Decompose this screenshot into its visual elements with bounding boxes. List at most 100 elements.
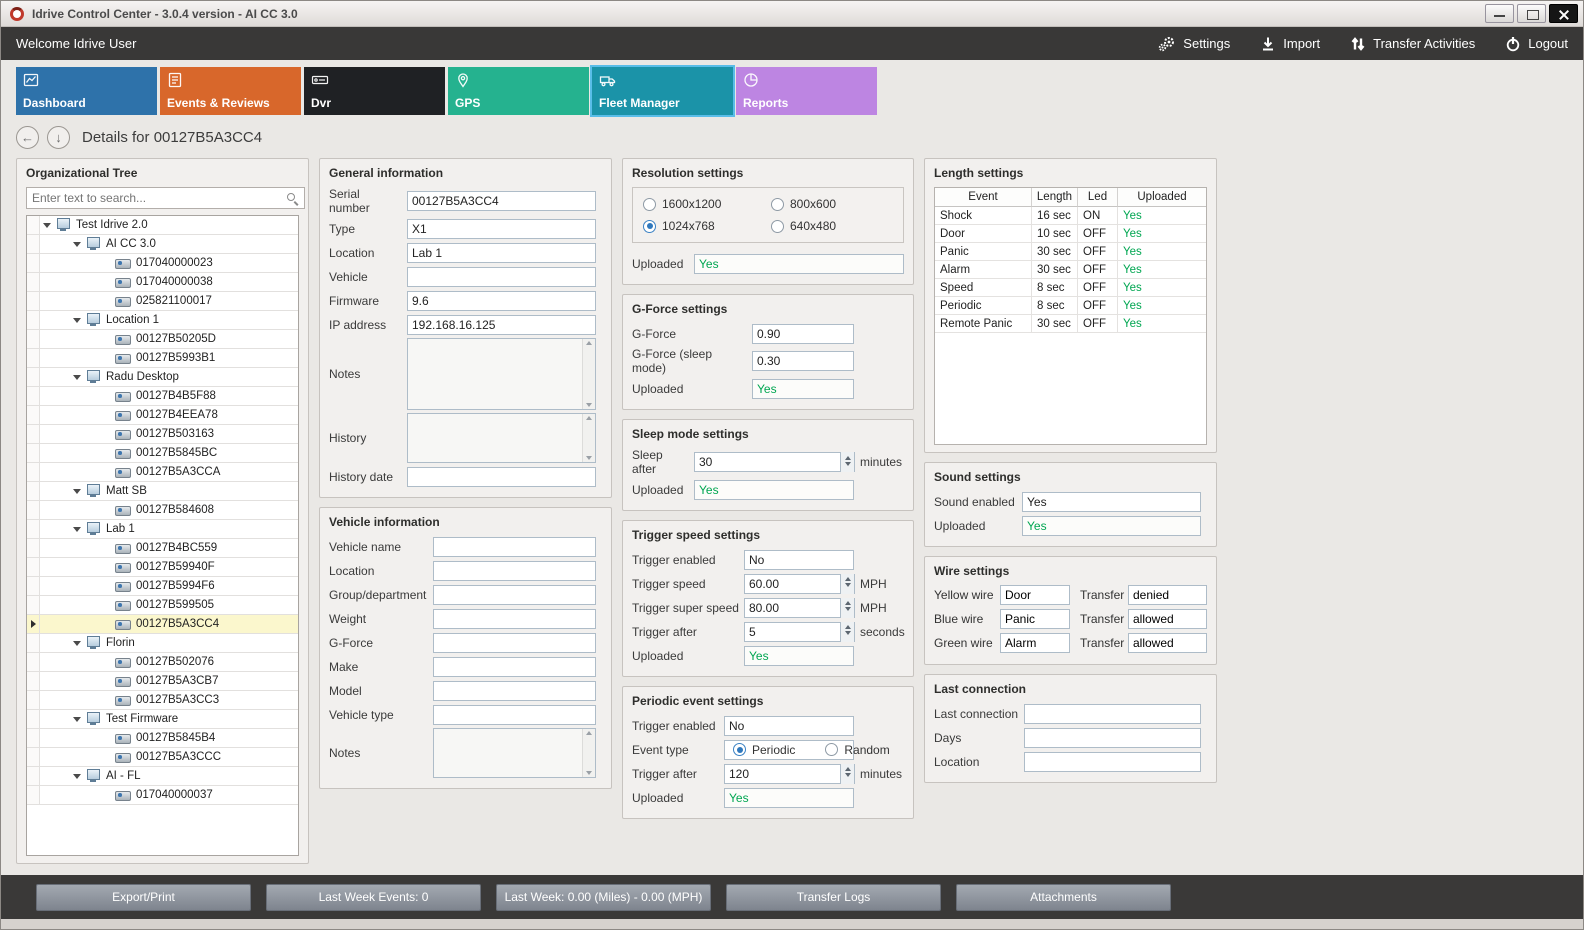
field-input[interactable] (1022, 515, 1201, 536)
settings-button[interactable]: Settings (1158, 35, 1230, 53)
field-input[interactable] (433, 608, 596, 629)
tree-item[interactable]: Location 1 (27, 311, 298, 330)
field-input[interactable] (433, 560, 596, 581)
spinner-buttons[interactable] (840, 597, 854, 618)
footer-button[interactable]: Last Week: 0.00 (Miles) - 0.00 (MPH) (496, 883, 711, 911)
field-memo[interactable] (407, 338, 596, 410)
tab-dvr[interactable]: Dvr (304, 67, 445, 115)
tree-item[interactable]: 00127B5A3CCA (27, 463, 298, 482)
wire-event-input[interactable] (1000, 609, 1070, 629)
expand-arrow-icon[interactable] (40, 223, 53, 228)
wire-transfer-input[interactable] (1128, 633, 1207, 653)
field-input[interactable] (407, 191, 596, 211)
footer-button[interactable]: Attachments (956, 883, 1171, 911)
tree-item[interactable]: 00127B599505 (27, 596, 298, 615)
tab-dashboard[interactable]: Dashboard (16, 67, 157, 115)
tree-item[interactable]: 00127B4B5F88 (27, 387, 298, 406)
memo-scrollbar[interactable] (582, 729, 595, 777)
field-input[interactable] (433, 704, 596, 725)
wire-event-input[interactable] (1000, 585, 1070, 605)
minimize-button[interactable] (1485, 4, 1514, 23)
field-input[interactable] (1022, 491, 1201, 512)
search-icon[interactable] (285, 191, 299, 205)
table-row[interactable]: Periodic 8 sec OFF Yes (935, 297, 1206, 315)
expand-arrow-icon[interactable] (70, 527, 83, 532)
field-input[interactable] (433, 680, 596, 701)
field-input[interactable] (744, 645, 854, 666)
field-input[interactable] (1024, 727, 1201, 748)
field-memo[interactable] (433, 728, 596, 778)
tree-item[interactable]: AI - FL (27, 767, 298, 786)
footer-button[interactable]: Transfer Logs (726, 883, 941, 911)
wire-event-input[interactable] (1000, 633, 1070, 653)
field-input[interactable] (744, 549, 854, 570)
field-input[interactable] (724, 763, 855, 784)
field-input[interactable] (752, 351, 854, 371)
field-input[interactable] (694, 479, 854, 500)
expand-arrow-icon[interactable] (70, 717, 83, 722)
tree-item[interactable]: Florin (27, 634, 298, 653)
expand-arrow-icon[interactable] (70, 242, 83, 247)
tree-item[interactable]: 00127B584608 (27, 501, 298, 520)
footer-button[interactable]: Export/Print (36, 883, 251, 911)
tree-item[interactable]: 00127B5A3CB7 (27, 672, 298, 691)
maximize-button[interactable] (1517, 4, 1546, 23)
logout-button[interactable]: Logout (1505, 36, 1568, 52)
field-input[interactable] (1024, 751, 1201, 772)
event-type-radio[interactable]: Periodic (733, 743, 795, 757)
field-input[interactable] (407, 266, 596, 287)
field-input[interactable] (1024, 703, 1201, 724)
field-input[interactable] (744, 621, 855, 642)
table-row[interactable]: Alarm 30 sec OFF Yes (935, 261, 1206, 279)
tree-item[interactable]: 017040000023 (27, 254, 298, 273)
wire-transfer-input[interactable] (1128, 609, 1207, 629)
tree-item[interactable]: 017040000038 (27, 273, 298, 292)
tree-item[interactable]: 00127B5845BC (27, 444, 298, 463)
field-input[interactable] (694, 452, 855, 472)
tab-events-reviews[interactable]: Events & Reviews (160, 67, 301, 115)
tree-item[interactable]: 00127B503163 (27, 425, 298, 444)
field-input[interactable] (752, 378, 854, 399)
field-input[interactable] (407, 290, 596, 311)
tree-item[interactable]: 00127B5845B4 (27, 729, 298, 748)
tree-item[interactable]: 017040000037 (27, 786, 298, 805)
memo-scrollbar[interactable] (582, 414, 595, 462)
spinner-buttons[interactable] (840, 621, 854, 642)
resolution-radio[interactable]: 1600x1200 (643, 197, 765, 211)
table-row[interactable]: Panic 30 sec OFF Yes (935, 243, 1206, 261)
tree-item[interactable]: AI CC 3.0 (27, 235, 298, 254)
field-input[interactable] (724, 787, 854, 808)
expand-arrow-icon[interactable] (70, 774, 83, 779)
field-input[interactable] (407, 242, 596, 263)
expand-arrow-icon[interactable] (70, 318, 83, 323)
spinner-buttons[interactable] (840, 452, 854, 472)
field-input[interactable] (407, 218, 596, 239)
table-row[interactable]: Speed 8 sec OFF Yes (935, 279, 1206, 297)
field-input[interactable] (407, 314, 596, 335)
field-input[interactable] (407, 466, 596, 487)
wire-transfer-input[interactable] (1128, 585, 1207, 605)
field-input[interactable] (752, 323, 854, 344)
field-input[interactable] (433, 632, 596, 653)
spinner-buttons[interactable] (840, 573, 854, 594)
import-button[interactable]: Import (1260, 36, 1320, 52)
tree-item[interactable]: 00127B5993B1 (27, 349, 298, 368)
tree-item[interactable]: Lab 1 (27, 520, 298, 539)
expand-arrow-icon[interactable] (70, 489, 83, 494)
collapse-button[interactable]: ↓ (47, 126, 70, 149)
expand-arrow-icon[interactable] (70, 641, 83, 646)
tree-item[interactable]: 00127B502076 (27, 653, 298, 672)
tree-item[interactable]: 00127B5A3CC4 (27, 615, 298, 634)
tree-item[interactable]: 025821100017 (27, 292, 298, 311)
tree-item[interactable]: 00127B4EEA78 (27, 406, 298, 425)
search-input[interactable] (26, 187, 305, 209)
tab-fleet-manager[interactable]: Fleet Manager (592, 67, 733, 115)
footer-button[interactable]: Last Week Events: 0 (266, 883, 481, 911)
tab-reports[interactable]: Reports (736, 67, 877, 115)
tree-item[interactable]: Test Idrive 2.0 (27, 216, 298, 235)
field-input[interactable] (744, 597, 855, 618)
table-row[interactable]: Shock 16 sec ON Yes (935, 207, 1206, 225)
field-input[interactable] (744, 573, 855, 594)
tree-item[interactable]: 00127B4BC559 (27, 539, 298, 558)
tree-item[interactable]: 00127B50205D (27, 330, 298, 349)
